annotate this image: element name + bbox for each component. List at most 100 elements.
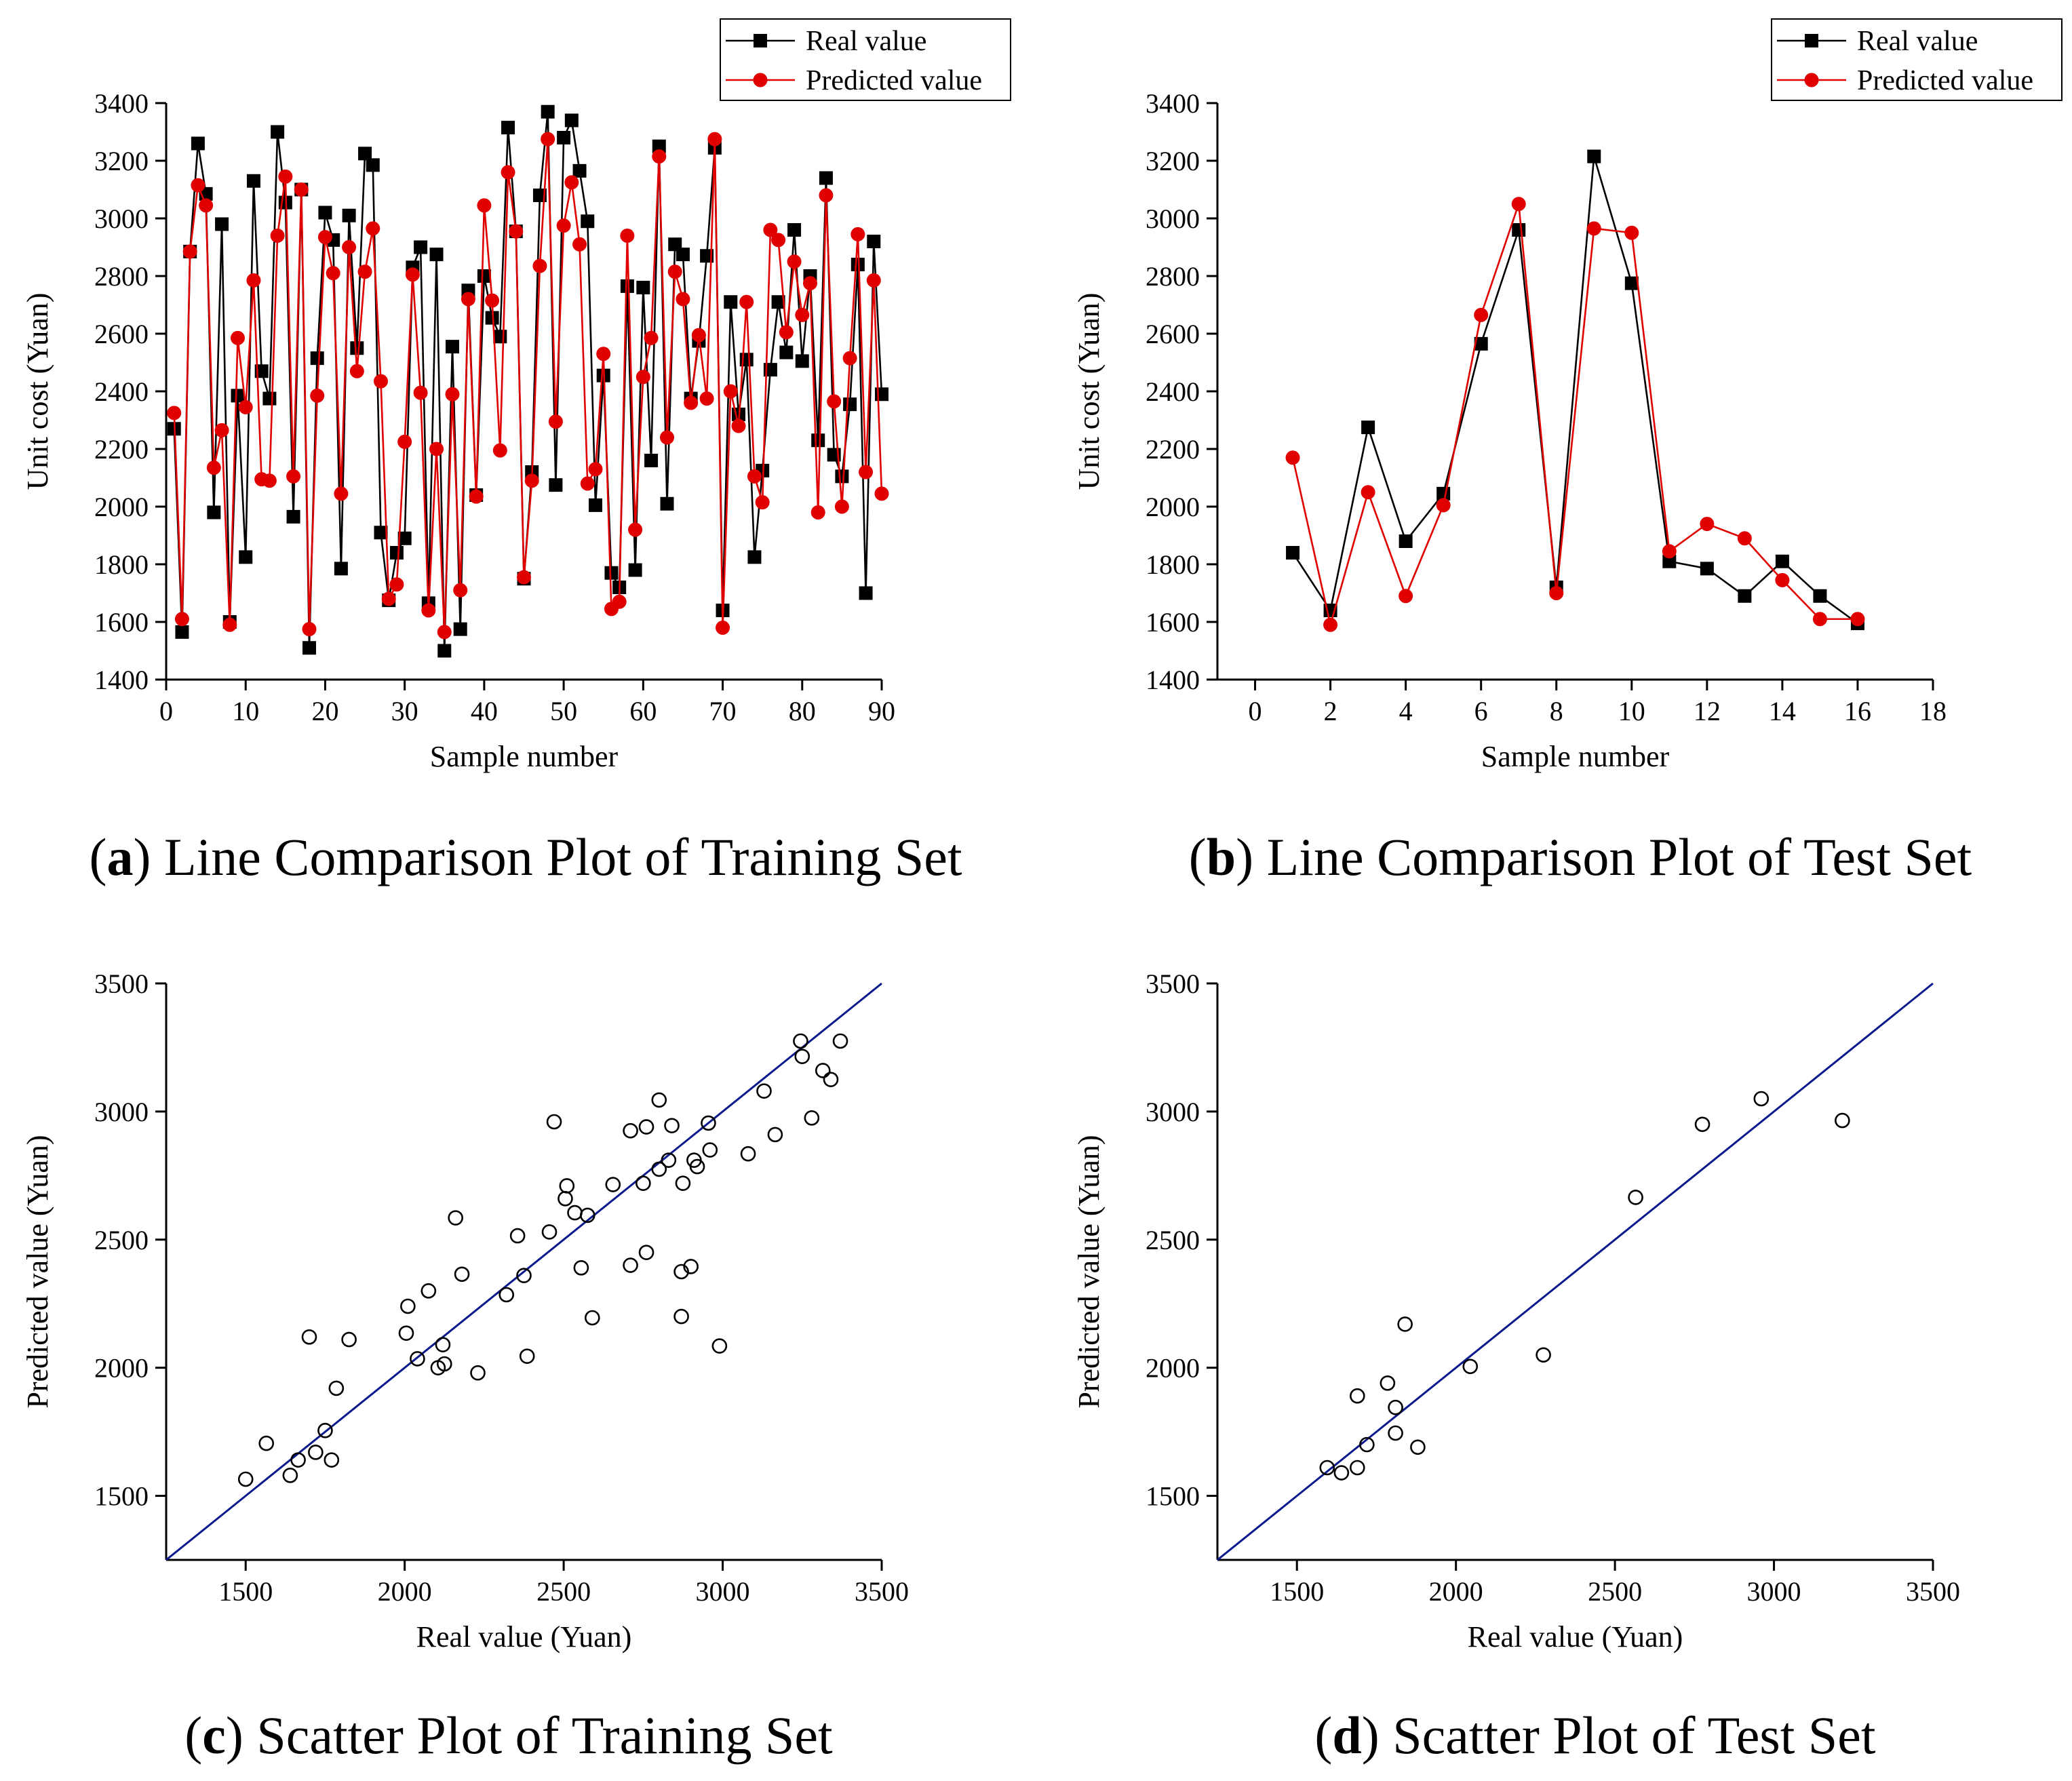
data-point <box>342 208 356 222</box>
series-line <box>1291 203 1858 625</box>
legend-entry: Predicted value <box>806 65 982 96</box>
data-point <box>328 1380 345 1396</box>
data-point <box>318 206 332 220</box>
y-tick-label: 1500 <box>94 1481 149 1512</box>
data-point <box>740 1146 756 1162</box>
data-point <box>448 1210 463 1226</box>
data-point <box>290 1452 306 1468</box>
data-point <box>673 1308 689 1325</box>
series-real <box>1286 149 1864 631</box>
data-point <box>1813 589 1827 603</box>
x-tick-label: 0 <box>159 696 173 726</box>
data-point <box>366 158 380 172</box>
data-point <box>1359 1436 1375 1453</box>
data-point <box>676 248 690 262</box>
x-tick-label: 70 <box>709 696 737 726</box>
data-point <box>1474 307 1489 322</box>
legend-box <box>1771 18 2063 101</box>
data-point <box>191 136 205 151</box>
data-point <box>501 165 515 180</box>
x-tick-label: 2500 <box>1588 1576 1642 1607</box>
data-point <box>342 240 357 254</box>
y-tick-label: 1800 <box>1146 549 1200 580</box>
data-point <box>326 266 340 281</box>
x-tick-label: 12 <box>1694 696 1721 726</box>
y-tick-label: 2500 <box>94 1225 149 1255</box>
data-point <box>564 113 579 128</box>
data-point <box>1812 612 1827 627</box>
data-point <box>413 385 428 400</box>
data-point <box>644 330 659 345</box>
chart-b: 0 2 4 6 8 10 12 14 16 18 1400 1600 1800 2000 2200 2400 2… <box>1072 18 2063 886</box>
data-point <box>1286 546 1300 560</box>
series-line <box>1291 156 1858 625</box>
data-point <box>823 1072 839 1087</box>
y-tick-label: 3000 <box>1146 203 1200 234</box>
data-point <box>834 499 849 514</box>
legend-marker <box>1805 34 1818 47</box>
data-point <box>1462 1358 1479 1375</box>
data-point <box>589 498 602 512</box>
data-point <box>1628 1190 1643 1205</box>
data-point <box>294 182 309 197</box>
data-point <box>804 1110 820 1126</box>
data-point <box>652 139 666 153</box>
x-tick-label: 80 <box>789 696 816 726</box>
data-point <box>793 1033 808 1049</box>
y-tick-label: 1400 <box>1146 665 1200 695</box>
data-point <box>1624 276 1639 290</box>
data-point <box>1835 1112 1850 1129</box>
data-point <box>282 1468 298 1483</box>
data-point <box>485 311 499 325</box>
series-line <box>173 139 883 632</box>
data-point <box>628 563 642 577</box>
legend-box <box>720 18 1011 101</box>
data-point <box>302 641 316 655</box>
x-tick-label: 3000 <box>1747 1576 1801 1607</box>
data-point <box>702 1142 718 1158</box>
data-point <box>559 1178 575 1194</box>
data-point <box>827 394 842 409</box>
data-point <box>771 233 786 248</box>
y-axis-label: Predicted value (Yuan) <box>21 1135 54 1408</box>
data-point <box>477 198 492 213</box>
data-point <box>859 465 874 480</box>
data-point <box>638 1119 654 1135</box>
data-point <box>231 389 245 403</box>
data-point <box>549 478 563 492</box>
data-point <box>317 230 332 245</box>
data-point <box>787 223 802 237</box>
y-tick-label: 3000 <box>1146 1097 1200 1127</box>
data-point <box>771 295 785 309</box>
data-point <box>477 269 491 283</box>
data-point <box>1511 197 1526 212</box>
data-point <box>374 374 388 389</box>
data-point <box>731 418 746 433</box>
data-point <box>756 1083 772 1099</box>
data-point <box>1319 1460 1335 1476</box>
data-point <box>604 566 619 580</box>
data-point <box>499 1287 515 1303</box>
data-point <box>1323 617 1338 632</box>
data-point <box>1737 531 1752 546</box>
data-point <box>580 476 595 491</box>
data-point <box>819 171 833 185</box>
data-point <box>246 174 260 188</box>
data-point <box>676 292 690 307</box>
data-point <box>579 1207 595 1224</box>
legend: Real value Predicted value <box>1771 18 2063 101</box>
reference-line <box>1217 982 1934 1561</box>
x-tick-label: 30 <box>391 696 418 726</box>
data-point <box>470 1365 486 1381</box>
data-point <box>1586 221 1601 236</box>
y-tick-label: 3400 <box>1146 88 1200 119</box>
data-point <box>1512 223 1526 237</box>
data-point <box>660 430 674 445</box>
data-point <box>1410 1439 1426 1455</box>
y-tick-label: 2800 <box>94 261 149 292</box>
data-point <box>638 1245 654 1260</box>
y-tick-label: 1600 <box>94 607 149 638</box>
data-point <box>366 221 380 236</box>
subplot-caption: (b) Line Comparison Plot of Test Set <box>1189 827 1972 886</box>
data-point <box>350 341 364 355</box>
